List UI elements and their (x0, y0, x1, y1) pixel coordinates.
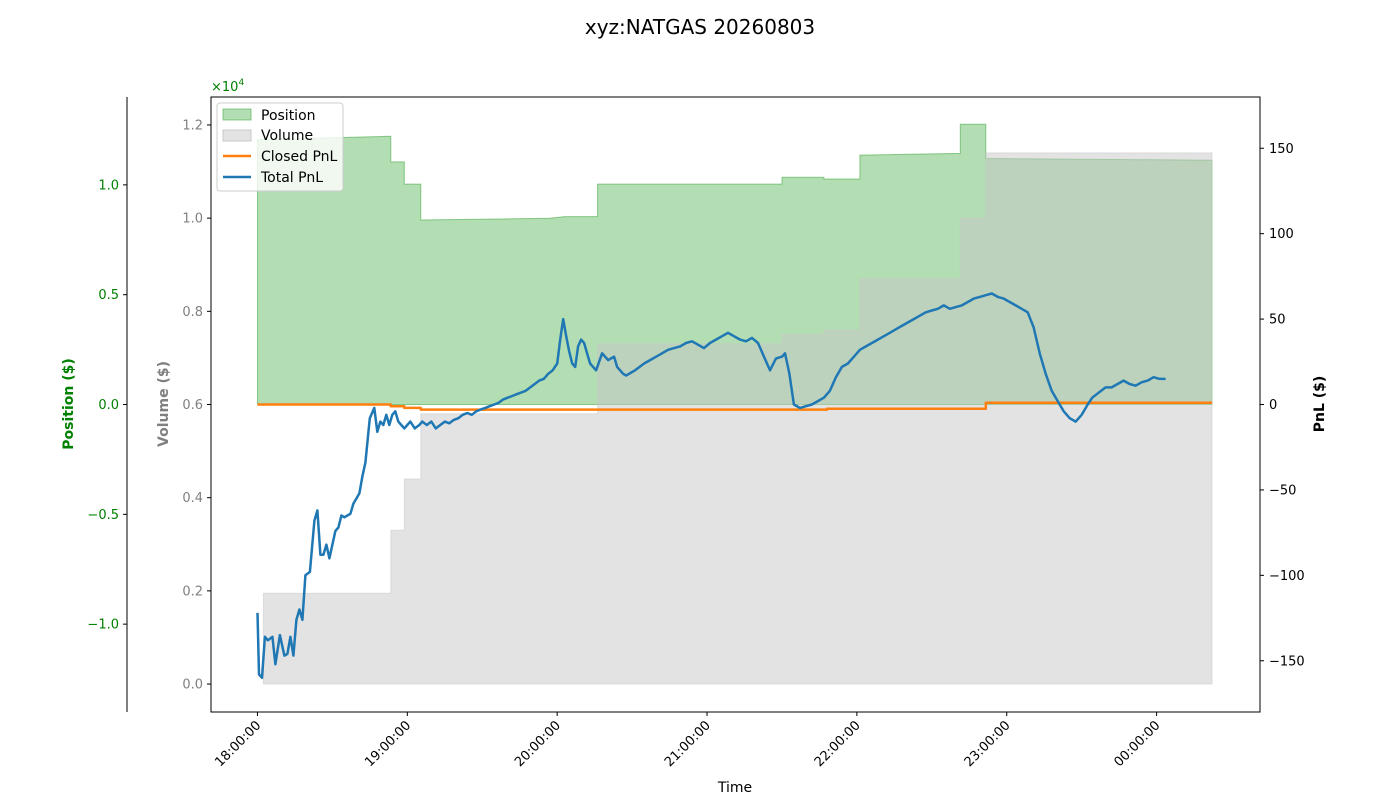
pnl-axis-label: PnL ($) (1312, 376, 1328, 433)
pnl-tick-label: 50 (1269, 313, 1286, 328)
series-layer (256, 123, 1213, 685)
time-axis: 18:00:00 19:00:00 20:00:00 21:00:00 22:00:00… (212, 712, 1163, 770)
pnl-axis: 150 100 50 0 −50 −100 −150 (1260, 142, 1305, 669)
series-volume-area (262, 152, 1213, 685)
volume-tick-label: 1.0 (182, 212, 203, 227)
legend-label-volume: Volume (261, 128, 313, 144)
volume-axis: 0.0 0.2 0.4 0.6 0.8 1.0 1.2 (182, 118, 211, 693)
position-tick-label: −1.0 (87, 618, 119, 633)
time-tick-label: 18:00:00 (212, 718, 264, 770)
position-axis: −1.0 −0.5 0.0 0.5 1.0 (87, 97, 128, 712)
position-tick-label: 1.0 (98, 178, 119, 193)
legend-label-total-pnl: Total PnL (260, 170, 323, 186)
volume-offset-label: ×104 (211, 78, 244, 95)
series-closed-pnl-line (257, 401, 1212, 411)
volume-tick-label: 1.2 (182, 118, 203, 133)
position-axis-label: Position ($) (61, 358, 77, 450)
pnl-tick-label: 0 (1269, 398, 1277, 413)
pnl-tick-label: −100 (1269, 569, 1305, 584)
volume-tick-label: 0.6 (182, 398, 203, 413)
time-tick-label: 20:00:00 (512, 718, 564, 770)
legend-swatch-position (222, 108, 252, 121)
time-tick-label: 21:00:00 (662, 718, 714, 770)
position-tick-label: 0.5 (98, 288, 119, 303)
volume-axis-label: Volume ($) (156, 361, 172, 447)
chart-title: xyz:NATGAS 20260803 (585, 15, 815, 39)
time-tick-label: 22:00:00 (812, 718, 864, 770)
volume-tick-label: 0.8 (182, 305, 203, 320)
series-total-pnl-line (256, 292, 1166, 680)
volume-tick-label: 0.0 (182, 678, 203, 693)
legend-swatch-volume (222, 129, 252, 142)
pnl-tick-label: 150 (1269, 142, 1294, 157)
time-axis-label: Time (717, 780, 752, 796)
volume-tick-label: 0.2 (182, 584, 203, 599)
time-tick-label: 00:00:00 (1112, 718, 1164, 770)
time-tick-label: 23:00:00 (962, 718, 1014, 770)
legend-label-closed-pnl: Closed PnL (261, 149, 338, 165)
volume-tick-label: 0.4 (182, 491, 203, 506)
legend: Position Volume Closed PnL Total PnL (216, 102, 344, 192)
pnl-tick-label: −150 (1269, 654, 1305, 669)
position-tick-label: −0.5 (87, 508, 119, 523)
time-tick-label: 19:00:00 (362, 718, 414, 770)
pnl-tick-label: 100 (1269, 227, 1294, 242)
legend-label-position: Position (261, 108, 316, 124)
pnl-tick-label: −50 (1269, 483, 1296, 498)
legend-box (216, 102, 344, 192)
position-tick-label: 0.0 (98, 398, 119, 413)
